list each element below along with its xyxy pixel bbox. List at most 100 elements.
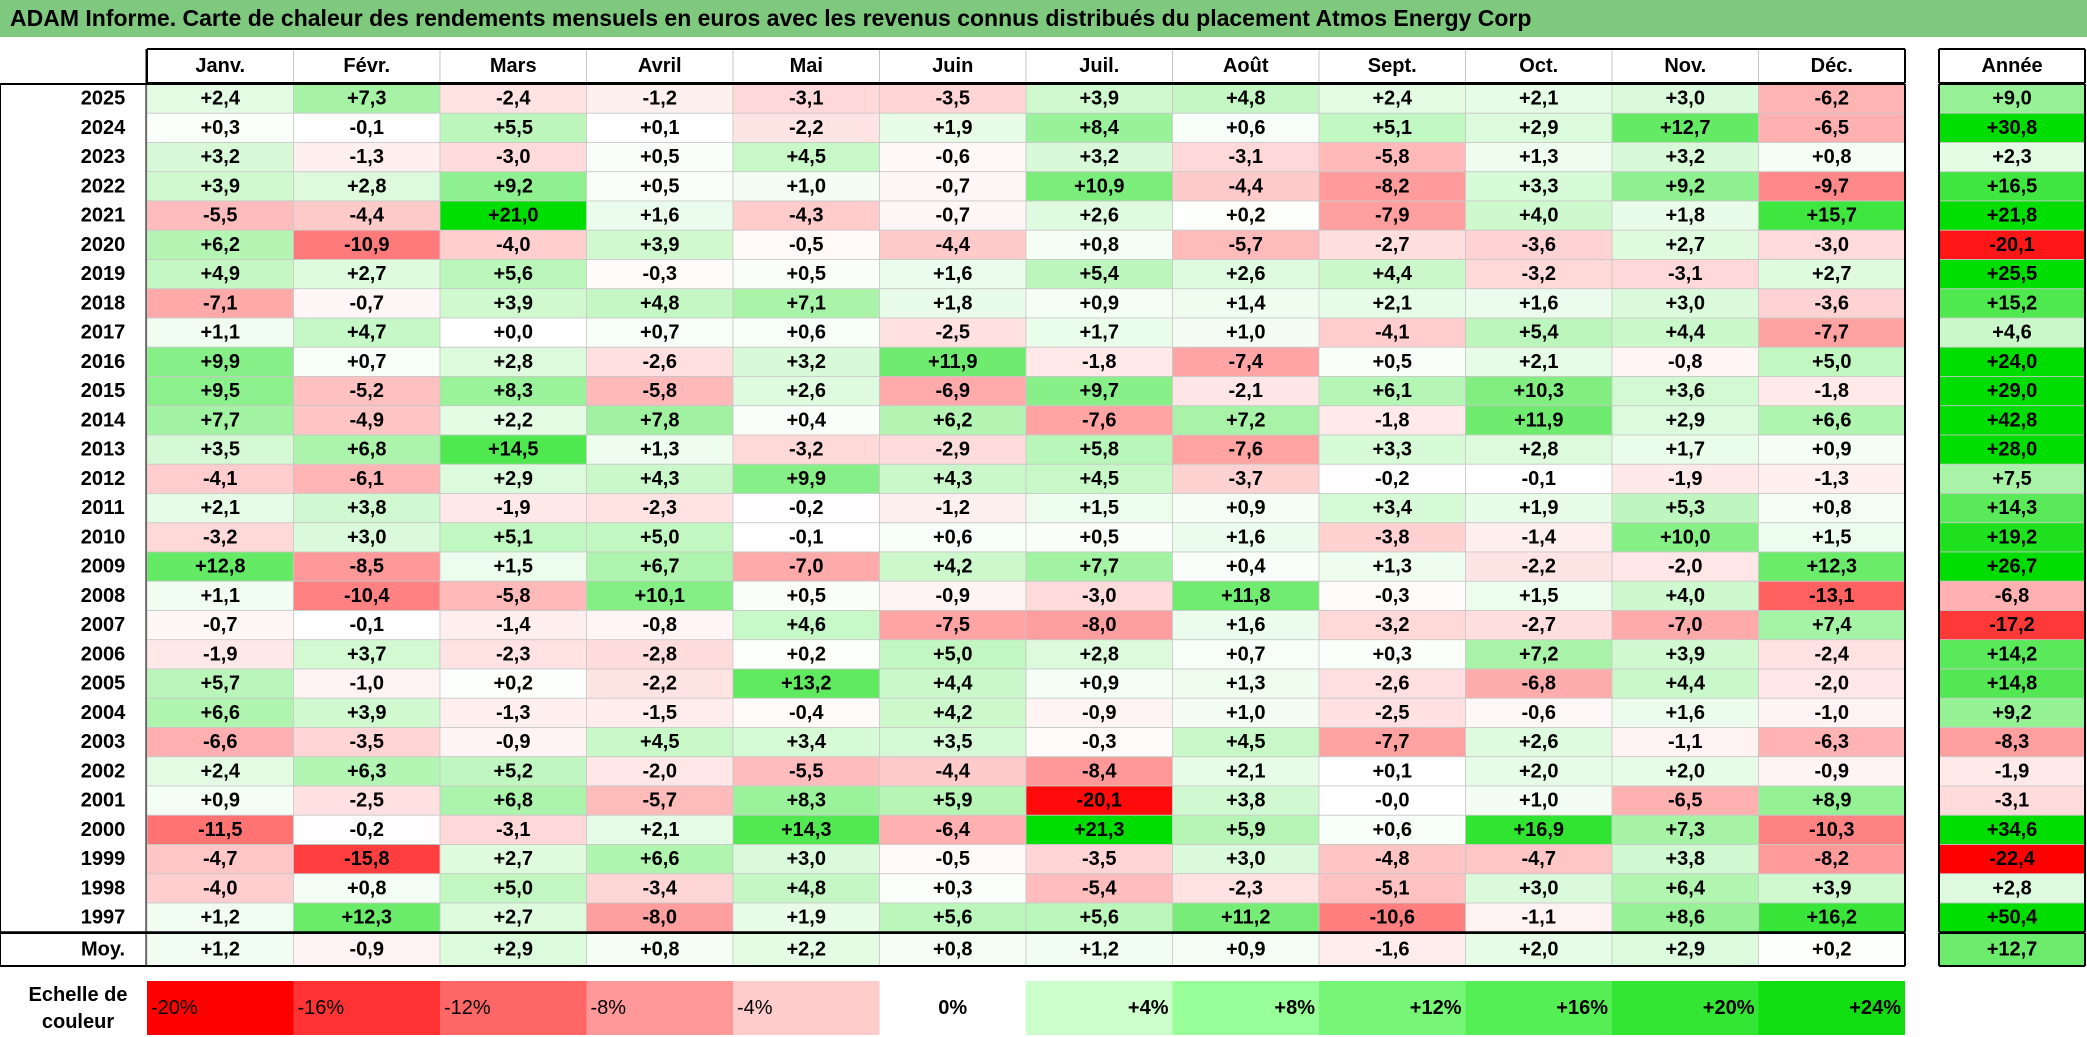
cell-value: -0,3 xyxy=(1375,585,1409,607)
heatmap-cell xyxy=(439,463,587,494)
cell-value: -3,6 xyxy=(1522,234,1556,256)
cell-value: +0,7 xyxy=(640,322,679,344)
average-value: +0,8 xyxy=(640,939,679,961)
average-value: +1,2 xyxy=(1080,939,1119,961)
cell-value: +4,2 xyxy=(933,702,972,724)
cell-value: +21,3 xyxy=(1074,819,1125,841)
cell-value: +3,0 xyxy=(1226,848,1265,870)
cell-value: +2,9 xyxy=(494,468,533,490)
heatmap-cell xyxy=(293,639,441,670)
heatmap-cell xyxy=(1318,463,1466,494)
cell-value: +4,7 xyxy=(347,322,386,344)
heatmap-cell xyxy=(1172,346,1320,377)
color-scale-label-value: -4% xyxy=(737,997,773,1019)
cell-value: -3,0 xyxy=(1082,585,1116,607)
cell-value: +5,9 xyxy=(933,790,972,812)
heatmap-cell xyxy=(1758,142,1906,173)
cell-value: +0,9 xyxy=(1812,439,1851,461)
heatmap-cell xyxy=(293,171,441,202)
heatmap-cell xyxy=(1465,610,1613,641)
cell-value: -2,7 xyxy=(1375,234,1409,256)
cell-value: +9,7 xyxy=(1080,380,1119,402)
heatmap-cell xyxy=(1172,83,1320,114)
cell-value: -1,9 xyxy=(1668,468,1702,490)
year-total-value: -22,4 xyxy=(1989,848,2035,870)
heatmap-cell xyxy=(1611,376,1759,407)
heatmap-cell xyxy=(1758,756,1906,787)
heatmap-cell xyxy=(732,346,880,377)
heatmap-cell xyxy=(1758,376,1906,407)
row-label-year: 2010 xyxy=(81,526,126,548)
cell-value: -1,1 xyxy=(1668,731,1702,753)
cell-value: +2,4 xyxy=(1373,88,1413,110)
cell-value: -2,7 xyxy=(1522,614,1556,636)
cell-value: +0,6 xyxy=(933,526,972,548)
year-total-cell xyxy=(1938,902,2086,933)
cell-value: -3,2 xyxy=(203,526,237,548)
cell-value: +4,4 xyxy=(933,673,973,695)
cell-value: +4,8 xyxy=(1226,88,1265,110)
row-label-year: 2015 xyxy=(81,380,126,402)
cell-value: -4,3 xyxy=(789,205,823,227)
cell-value: +10,1 xyxy=(634,585,685,607)
heatmap-cell xyxy=(732,463,880,494)
heatmap-cell xyxy=(1172,376,1320,407)
color-scale-swatch xyxy=(879,981,1026,1035)
cell-value: -4,1 xyxy=(1375,322,1409,344)
cell-value: -4,7 xyxy=(203,848,237,870)
heatmap-cell xyxy=(732,785,880,816)
cell-value: +12,3 xyxy=(1806,556,1857,578)
heatmap-cell xyxy=(1025,493,1173,524)
heatmap-cell xyxy=(1758,317,1906,348)
color-scale-swatch xyxy=(1758,981,1905,1035)
heatmap-cell xyxy=(1025,580,1173,611)
cell-value: +10,0 xyxy=(1660,526,1711,548)
heatmap-cell xyxy=(293,493,441,524)
heatmap-cell xyxy=(1025,844,1173,875)
heatmap-cell xyxy=(293,814,441,845)
cell-value: +8,3 xyxy=(494,380,533,402)
cell-value: -20,1 xyxy=(1076,790,1122,812)
cell-value: +0,4 xyxy=(787,409,827,431)
heatmap-cell xyxy=(439,405,587,436)
year-total-value: +2,8 xyxy=(1992,877,2031,899)
row-label-year: 2002 xyxy=(81,760,126,782)
cell-value: -0,6 xyxy=(936,146,970,168)
heatmap-cell xyxy=(293,259,441,290)
cell-value: -3,2 xyxy=(1522,263,1556,285)
cell-value: -0,1 xyxy=(350,614,384,636)
heatmap-cell xyxy=(1318,112,1466,143)
column-header: Août xyxy=(1223,55,1269,77)
year-total-value: +28,0 xyxy=(1987,439,2038,461)
cell-value: -0,8 xyxy=(1668,351,1702,373)
cell-value: +5,9 xyxy=(1226,819,1265,841)
average-value: +2,0 xyxy=(1519,939,1558,961)
heatmap-cell xyxy=(1172,873,1320,904)
heatmap-cell xyxy=(1758,522,1906,553)
cell-value: +4,2 xyxy=(933,556,972,578)
color-scale-swatch xyxy=(1465,981,1612,1035)
color-scale-label-value: +20% xyxy=(1703,997,1755,1019)
average-value: +2,9 xyxy=(494,939,533,961)
row-label-year: 2025 xyxy=(81,88,126,110)
heatmap-cell xyxy=(439,171,587,202)
heatmap-cell xyxy=(1611,142,1759,173)
cell-value: +2,7 xyxy=(494,907,533,929)
cell-value: -2,4 xyxy=(1815,643,1850,665)
cell-value: +10,9 xyxy=(1074,175,1125,197)
cell-value: -3,8 xyxy=(1375,526,1409,548)
cell-value: +7,3 xyxy=(1666,819,1705,841)
heatmap-cell xyxy=(879,580,1027,611)
cell-value: +0,5 xyxy=(640,175,679,197)
heatmap-cell xyxy=(879,112,1027,143)
heatmap-cell xyxy=(1172,463,1320,494)
cell-value: -7,7 xyxy=(1815,322,1849,344)
cell-value: -0,2 xyxy=(1375,468,1409,490)
cell-value: +3,9 xyxy=(1812,877,1851,899)
cell-value: -4,0 xyxy=(203,877,237,899)
cell-value: +2,1 xyxy=(201,497,240,519)
cell-value: -0,3 xyxy=(643,263,677,285)
cell-value: +1,3 xyxy=(1519,146,1558,168)
heatmap-cell xyxy=(879,200,1027,231)
cell-value: -2,0 xyxy=(1815,673,1849,695)
